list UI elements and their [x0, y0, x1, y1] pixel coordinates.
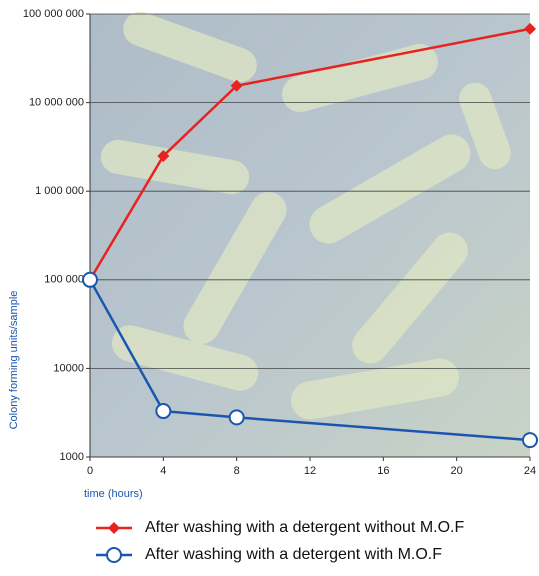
y-tick-label: 1000 — [60, 451, 84, 463]
y-tick-label: 10000 — [53, 362, 84, 374]
x-tick-label: 16 — [377, 465, 389, 477]
legend-label: After washing with a detergent without M… — [145, 519, 464, 536]
data-point — [82, 271, 98, 288]
data-point — [524, 22, 536, 35]
y-tick-label: 1 000 000 — [35, 185, 84, 197]
data-point — [522, 432, 538, 449]
y-tick-label: 10 000 000 — [29, 97, 84, 109]
data-point — [157, 149, 170, 162]
series-line — [88, 279, 531, 442]
x-tick-label: 4 — [160, 465, 166, 477]
background-image — [100, 11, 511, 420]
y-tick-label: 100 000 000 — [23, 8, 84, 20]
data-point — [228, 409, 245, 426]
x-tick-label: 0 — [87, 465, 93, 477]
x-tick-label: 12 — [304, 465, 316, 477]
legend-marker — [106, 547, 122, 563]
legend-label: After washing with a detergent with M.O.… — [145, 546, 442, 563]
series-line — [88, 27, 531, 281]
data-point — [230, 79, 243, 92]
x-tick-label: 8 — [234, 465, 240, 477]
x-tick-label: 24 — [524, 465, 536, 477]
data-point — [155, 403, 172, 420]
x-axis-label: time (hours) — [84, 488, 143, 500]
legend-marker — [108, 522, 120, 534]
y-axis-label: Colony forming units/sample — [8, 291, 20, 430]
y-tick-label: 100 000 — [44, 274, 84, 286]
x-tick-label: 20 — [451, 465, 463, 477]
